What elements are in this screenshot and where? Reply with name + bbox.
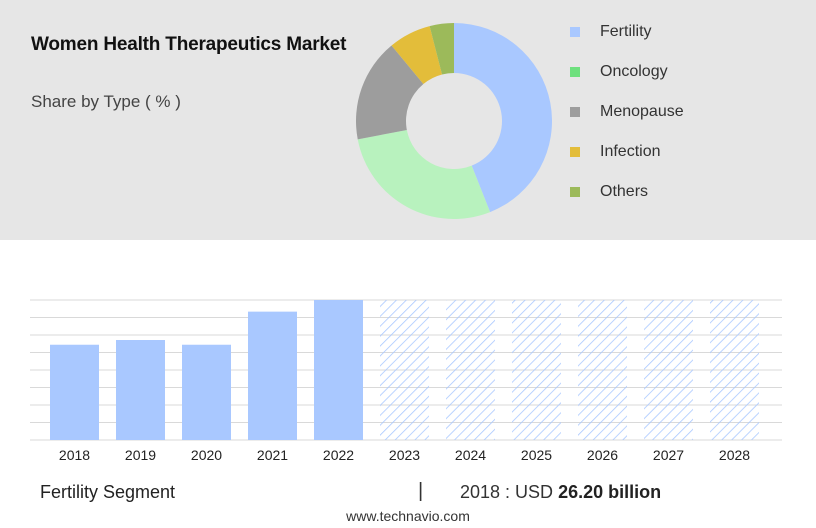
legend-label: Oncology: [600, 63, 668, 80]
x-tick-label: 2027: [653, 447, 684, 463]
x-tick-label: 2023: [389, 447, 420, 463]
donut-slice-others: [429, 23, 454, 75]
bar-2025: [512, 300, 561, 440]
bar-2028: [710, 300, 759, 440]
bar-2018: [50, 344, 99, 440]
donut-chart: [356, 23, 552, 219]
donut-slice-menopause: [356, 45, 424, 140]
chart-subtitle: Share by Type ( % ): [31, 92, 181, 111]
x-tick-label: 2019: [125, 447, 156, 463]
bar-2022: [314, 300, 363, 440]
bar-2020: [182, 344, 231, 440]
bar-2024: [446, 300, 495, 440]
donut-slice-infection: [391, 26, 443, 85]
bar-2023: [380, 300, 429, 440]
legend-item-infection: Infection: [570, 132, 684, 172]
x-tick-label: 2028: [719, 447, 750, 463]
legend-swatch: [570, 187, 580, 197]
donut-slice-oncology: [357, 129, 491, 219]
legend-item-others: Others: [570, 172, 684, 212]
bar-2019: [116, 340, 165, 440]
legend-label: Menopause: [600, 103, 684, 120]
x-tick-label: 2022: [323, 447, 354, 463]
source-link[interactable]: www.technavio.com: [346, 508, 470, 524]
legend-item-menopause: Menopause: [570, 92, 684, 132]
legend-label: Infection: [600, 143, 661, 160]
x-tick-label: 2024: [455, 447, 486, 463]
value-amount: 26.20 billion: [558, 482, 662, 502]
donut-slice-fertility: [454, 23, 552, 213]
legend-swatch: [570, 27, 580, 37]
footer-divider: |: [418, 480, 424, 502]
segment-label: Fertility Segment: [40, 482, 176, 502]
legend: Fertility Oncology Menopause Infection O…: [570, 12, 684, 212]
x-tick-label: 2018: [59, 447, 90, 463]
legend-swatch: [570, 147, 580, 157]
legend-swatch: [570, 107, 580, 117]
year-label: 2018 : USD: [460, 482, 554, 502]
legend-swatch: [570, 67, 580, 77]
chart-title: Women Health Therapeutics Market: [31, 34, 347, 55]
x-tick-label: 2026: [587, 447, 618, 463]
bar-2021: [248, 311, 297, 440]
x-tick-label: 2021: [257, 447, 288, 463]
legend-item-fertility: Fertility: [570, 12, 684, 52]
bar-chart: 2018 2019 2020 2021 2022 2023 2024 2025 2026 2027…: [30, 299, 782, 463]
bar-2027: [644, 300, 693, 440]
legend-item-oncology: Oncology: [570, 52, 684, 92]
x-tick-label: 2020: [191, 447, 222, 463]
segment-value: 2018 : USD 26.20 billion: [460, 482, 661, 503]
legend-label: Fertility: [600, 23, 652, 40]
x-tick-label: 2025: [521, 447, 552, 463]
bar-2026: [578, 300, 627, 440]
legend-label: Others: [600, 183, 649, 200]
